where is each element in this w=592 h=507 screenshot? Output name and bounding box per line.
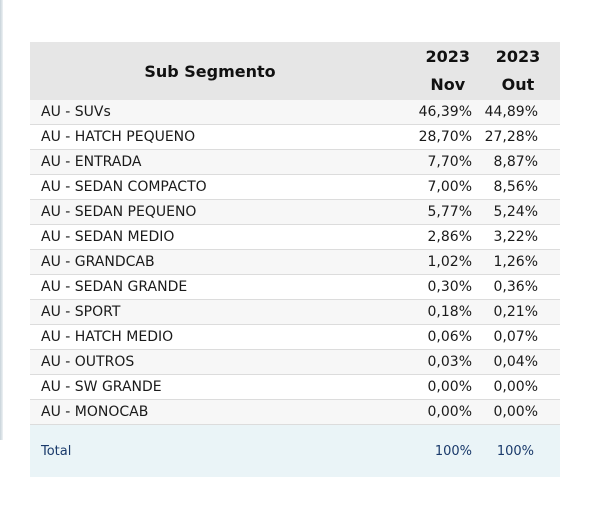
header-col-nov: 2023 Nov bbox=[390, 42, 476, 100]
table-row: AU - SPORT 0,18% 0,21% bbox=[30, 299, 560, 325]
segment-share-table: Sub Segmento 2023 Nov 2023 Out AU - SUVs… bbox=[30, 42, 560, 477]
row-nov-value: 46,39% bbox=[390, 100, 476, 125]
table-body: AU - SUVs 46,39% 44,89% AU - HATCH PEQUENO 2… bbox=[30, 100, 560, 425]
table-row: AU - MONOCAB 0,00% 0,00% bbox=[30, 399, 560, 425]
table-row: AU - SEDAN MEDIO 2,86% 3,22% bbox=[30, 224, 560, 250]
table-row: AU - SEDAN PEQUENO 5,77% 5,24% bbox=[30, 199, 560, 225]
left-edge-divider bbox=[0, 0, 3, 440]
row-out-value: 8,56% bbox=[476, 174, 560, 200]
row-out-value: 0,00% bbox=[476, 374, 560, 400]
header-col-out-year: 2023 bbox=[495, 47, 541, 66]
row-label: AU - OUTROS bbox=[30, 349, 390, 375]
row-out-value: 3,22% bbox=[476, 224, 560, 250]
table-header: Sub Segmento 2023 Nov 2023 Out bbox=[30, 42, 560, 100]
row-nov-value: 1,02% bbox=[390, 249, 476, 275]
row-label: AU - SW GRANDE bbox=[30, 374, 390, 400]
table-row: AU - SW GRANDE 0,00% 0,00% bbox=[30, 374, 560, 400]
header-col-nov-year: 2023 bbox=[425, 47, 470, 66]
header-col-nov-stack: 2023 Nov bbox=[425, 43, 470, 99]
row-out-value: 0,04% bbox=[476, 349, 560, 375]
row-nov-value: 0,06% bbox=[390, 324, 476, 350]
table-row: AU - ENTRADA 7,70% 8,87% bbox=[30, 149, 560, 175]
table-row: AU - SUVs 46,39% 44,89% bbox=[30, 100, 560, 125]
table-row: AU - SEDAN COMPACTO 7,00% 8,56% bbox=[30, 174, 560, 200]
row-out-value: 44,89% bbox=[476, 100, 560, 125]
segment-share-table-container: Sub Segmento 2023 Nov 2023 Out AU - SUVs… bbox=[30, 42, 560, 477]
header-sub-segment: Sub Segmento bbox=[30, 42, 390, 100]
row-label: AU - GRANDCAB bbox=[30, 249, 390, 275]
total-out: 100% bbox=[476, 424, 560, 477]
row-label: AU - SEDAN MEDIO bbox=[30, 224, 390, 250]
row-label: AU - HATCH PEQUENO bbox=[30, 124, 390, 150]
total-nov: 100% bbox=[390, 424, 476, 477]
total-row: Total 100% 100% bbox=[30, 424, 560, 477]
table-row: AU - OUTROS 0,03% 0,04% bbox=[30, 349, 560, 375]
table-row: AU - HATCH PEQUENO 28,70% 27,28% bbox=[30, 124, 560, 150]
row-nov-value: 28,70% bbox=[390, 124, 476, 150]
row-nov-value: 0,00% bbox=[390, 399, 476, 425]
table-row: AU - SEDAN GRANDE 0,30% 0,36% bbox=[30, 274, 560, 300]
row-nov-value: 0,30% bbox=[390, 274, 476, 300]
row-nov-value: 5,77% bbox=[390, 199, 476, 225]
row-nov-value: 2,86% bbox=[390, 224, 476, 250]
row-out-value: 1,26% bbox=[476, 249, 560, 275]
row-nov-value: 7,70% bbox=[390, 149, 476, 175]
row-label: AU - HATCH MEDIO bbox=[30, 324, 390, 350]
table-row: AU - GRANDCAB 1,02% 1,26% bbox=[30, 249, 560, 275]
row-out-value: 5,24% bbox=[476, 199, 560, 225]
row-nov-value: 0,18% bbox=[390, 299, 476, 325]
row-label: AU - SEDAN PEQUENO bbox=[30, 199, 390, 225]
header-col-out-month: Out bbox=[501, 75, 535, 94]
total-label: Total bbox=[30, 424, 390, 477]
row-out-value: 0,07% bbox=[476, 324, 560, 350]
row-out-value: 27,28% bbox=[476, 124, 560, 150]
row-label: AU - MONOCAB bbox=[30, 399, 390, 425]
row-label: AU - ENTRADA bbox=[30, 149, 390, 175]
row-label: AU - SEDAN COMPACTO bbox=[30, 174, 390, 200]
row-label: AU - SUVs bbox=[30, 100, 390, 125]
row-nov-value: 0,03% bbox=[390, 349, 476, 375]
row-nov-value: 7,00% bbox=[390, 174, 476, 200]
row-out-value: 0,00% bbox=[476, 399, 560, 425]
row-label: AU - SEDAN GRANDE bbox=[30, 274, 390, 300]
row-nov-value: 0,00% bbox=[390, 374, 476, 400]
header-col-out: 2023 Out bbox=[476, 42, 560, 100]
row-label: AU - SPORT bbox=[30, 299, 390, 325]
row-out-value: 0,21% bbox=[476, 299, 560, 325]
row-out-value: 0,36% bbox=[476, 274, 560, 300]
table-row: AU - HATCH MEDIO 0,06% 0,07% bbox=[30, 324, 560, 350]
header-col-nov-month: Nov bbox=[430, 75, 466, 94]
row-out-value: 8,87% bbox=[476, 149, 560, 175]
table-footer: Total 100% 100% bbox=[30, 424, 560, 477]
header-row: Sub Segmento 2023 Nov 2023 Out bbox=[30, 42, 560, 100]
